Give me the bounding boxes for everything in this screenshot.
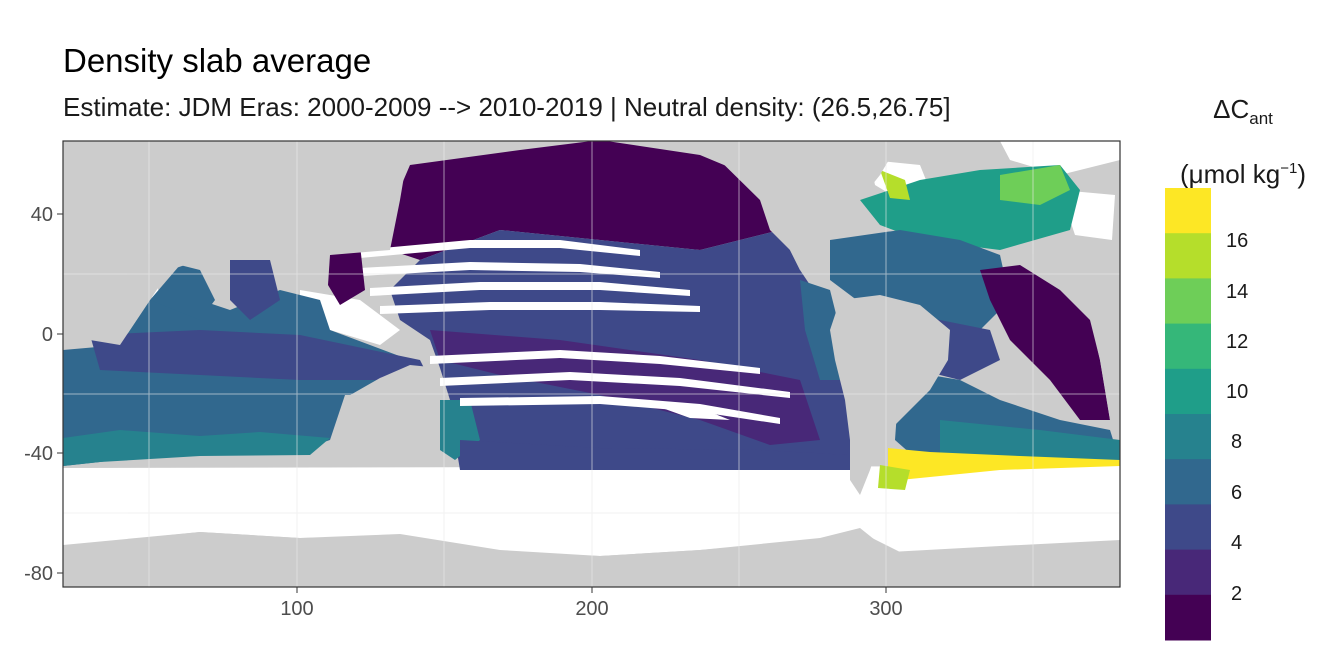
legend-tick-label: 10	[1226, 381, 1248, 403]
x-axis: 100 200 300	[280, 587, 903, 620]
greenland-coast	[880, 170, 910, 200]
atlantic-east-dark	[980, 265, 1110, 420]
legend-tick-label: 12	[1226, 331, 1248, 353]
sea-of-japan	[328, 245, 365, 305]
y-tick-label: -80	[24, 563, 53, 585]
bay-of-bengal	[230, 260, 280, 320]
legend-swatch	[1165, 414, 1211, 460]
north-pacific	[390, 141, 780, 260]
north-america-land	[700, 141, 900, 270]
map-subtitle: Estimate: JDM Eras: 2000-2009 --> 2010-2…	[63, 92, 951, 122]
grid-lines	[63, 141, 1120, 587]
legend-swatch	[1165, 323, 1211, 370]
south-atlantic-band	[940, 420, 1120, 460]
labrador-sea	[1000, 165, 1070, 205]
map-panel	[63, 141, 1120, 587]
legend-swatch	[1165, 549, 1211, 596]
legend-swatch	[1165, 233, 1211, 279]
map-title: Density slab average	[63, 42, 372, 79]
south-pacific-band	[460, 440, 860, 470]
greenland-sea-no-data	[1000, 141, 1120, 175]
x-tick-label: 300	[869, 598, 902, 620]
argentine-basin-yellow	[888, 448, 1120, 480]
legend-tick-label: 8	[1231, 431, 1242, 453]
legend-swatch	[1165, 368, 1211, 415]
legend-swatch	[1165, 278, 1211, 325]
legend-colorbar	[1165, 188, 1211, 641]
east-pacific-margin	[800, 280, 845, 380]
y-tick-label: -40	[24, 443, 53, 465]
y-tick-label: 40	[31, 204, 53, 226]
asia-land	[150, 141, 410, 280]
legend-tick-label: 16	[1226, 230, 1248, 252]
indonesia-no-data	[300, 290, 400, 345]
legend-ticks: 16 14 12 10 8 6 4 2	[1226, 230, 1248, 605]
legend-tick-label: 6	[1231, 482, 1242, 504]
legend-tick-label: 4	[1231, 532, 1242, 554]
africa-land	[1060, 245, 1120, 430]
legend-unit: (μmol kg−1)	[1180, 159, 1306, 189]
africa-west-land	[63, 200, 200, 345]
south-america-land	[830, 295, 950, 495]
legend-symbol: ΔCant	[1213, 94, 1273, 128]
indian-ocean-south-band	[63, 430, 330, 466]
indian-ocean-band	[90, 330, 430, 380]
legend-swatch	[1165, 504, 1211, 551]
pacific-no-data-streaks	[360, 240, 790, 424]
legend-tick-label: 14	[1226, 281, 1248, 303]
australia-land	[340, 365, 450, 455]
x-tick-label: 200	[575, 598, 608, 620]
legend-swatch	[1165, 459, 1211, 505]
arabian-sea	[150, 265, 215, 320]
x-tick-label: 100	[280, 598, 313, 620]
legend-swatch	[1165, 188, 1211, 234]
legend-title: ΔCant (μmol kg−1)	[1163, 84, 1323, 199]
y-axis: 40 0 -40 -80	[24, 204, 63, 585]
legend-tick-label: 2	[1231, 583, 1242, 605]
legend-swatch	[1165, 594, 1211, 641]
y-tick-label: 0	[42, 324, 53, 346]
